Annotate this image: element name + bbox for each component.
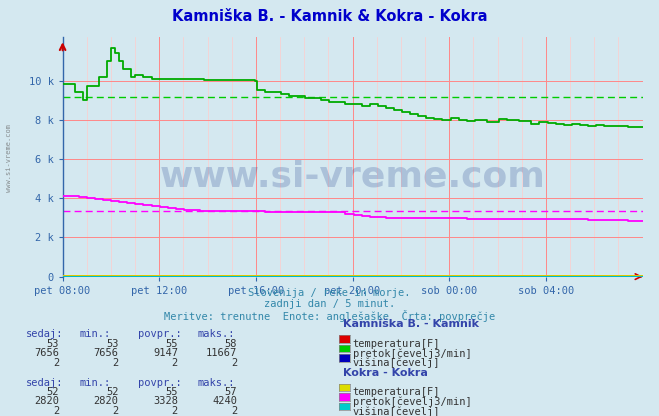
Text: maks.:: maks.: — [198, 378, 235, 388]
Text: Meritve: trenutne  Enote: anglešaške  Črta: povprečje: Meritve: trenutne Enote: anglešaške Črta… — [164, 310, 495, 322]
Text: 2: 2 — [53, 406, 59, 416]
Text: 53: 53 — [47, 339, 59, 349]
Text: maks.:: maks.: — [198, 329, 235, 339]
Text: min.:: min.: — [79, 329, 110, 339]
Text: sedaj:: sedaj: — [26, 329, 64, 339]
Text: višina[čevelj]: višina[čevelj] — [353, 358, 440, 368]
Text: www.si-vreme.com: www.si-vreme.com — [159, 159, 546, 193]
Text: zadnji dan / 5 minut.: zadnji dan / 5 minut. — [264, 299, 395, 309]
Text: 55: 55 — [165, 339, 178, 349]
Text: Kamniška B. - Kamnik & Kokra - Kokra: Kamniška B. - Kamnik & Kokra - Kokra — [172, 9, 487, 24]
Text: Slovenija / reke in morje.: Slovenija / reke in morje. — [248, 288, 411, 298]
Text: 57: 57 — [225, 387, 237, 397]
Text: 2: 2 — [113, 358, 119, 368]
Text: Kokra - Kokra: Kokra - Kokra — [343, 368, 428, 378]
Text: temperatura[F]: temperatura[F] — [353, 387, 440, 397]
Text: 7656: 7656 — [94, 348, 119, 358]
Text: pretok[čevelj3/min]: pretok[čevelj3/min] — [353, 396, 471, 407]
Text: 2: 2 — [53, 358, 59, 368]
Text: sedaj:: sedaj: — [26, 378, 64, 388]
Text: min.:: min.: — [79, 378, 110, 388]
Text: 55: 55 — [165, 387, 178, 397]
Text: 2: 2 — [231, 406, 237, 416]
Text: pretok[čevelj3/min]: pretok[čevelj3/min] — [353, 348, 471, 359]
Text: 11667: 11667 — [206, 348, 237, 358]
Text: 7656: 7656 — [34, 348, 59, 358]
Text: povpr.:: povpr.: — [138, 329, 182, 339]
Text: 2: 2 — [231, 358, 237, 368]
Text: 2820: 2820 — [94, 396, 119, 406]
Text: www.si-vreme.com: www.si-vreme.com — [5, 124, 12, 192]
Text: 2: 2 — [172, 358, 178, 368]
Text: Kamniška B. - Kamnik: Kamniška B. - Kamnik — [343, 319, 478, 329]
Text: 52: 52 — [106, 387, 119, 397]
Text: 52: 52 — [47, 387, 59, 397]
Text: 4240: 4240 — [212, 396, 237, 406]
Text: 9147: 9147 — [153, 348, 178, 358]
Text: temperatura[F]: temperatura[F] — [353, 339, 440, 349]
Text: 3328: 3328 — [153, 396, 178, 406]
Text: 53: 53 — [106, 339, 119, 349]
Text: višina[čevelj]: višina[čevelj] — [353, 406, 440, 416]
Text: 2: 2 — [172, 406, 178, 416]
Text: povpr.:: povpr.: — [138, 378, 182, 388]
Text: 2: 2 — [113, 406, 119, 416]
Text: 58: 58 — [225, 339, 237, 349]
Text: 2820: 2820 — [34, 396, 59, 406]
